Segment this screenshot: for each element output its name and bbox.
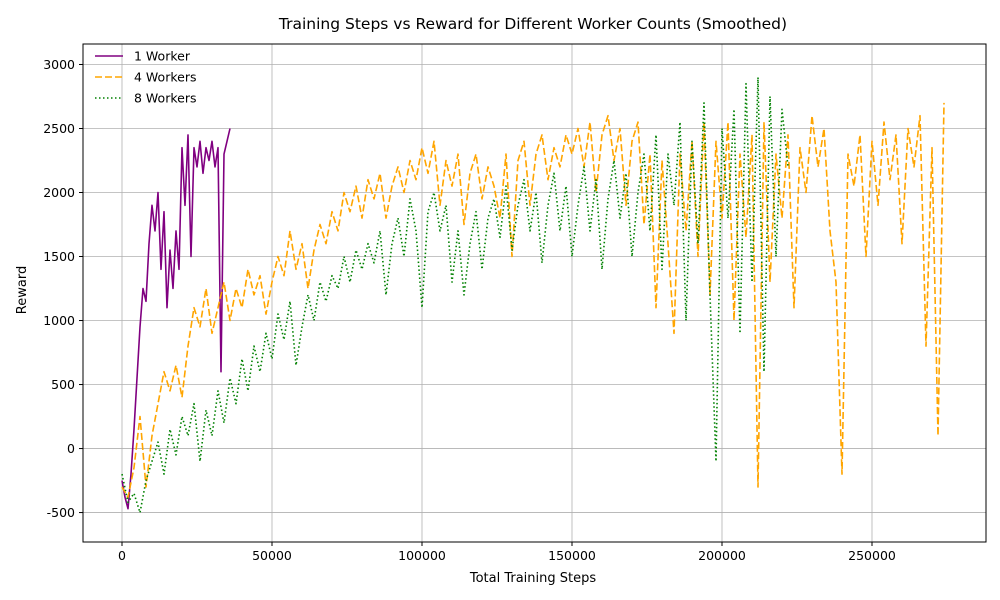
x-tick-label: 250000 — [848, 548, 896, 563]
y-tick-label: 1000 — [43, 313, 75, 328]
y-tick-label: 2000 — [43, 185, 75, 200]
x-tick-label: 200000 — [698, 548, 746, 563]
y-tick-label: 0 — [67, 441, 75, 456]
y-axis: -500 0 500 1000 1500 2000 2500 3000 — [43, 57, 83, 520]
series-group — [121, 76, 945, 514]
x-tick-label: 100000 — [398, 548, 446, 563]
chart-title: Training Steps vs Reward for Different W… — [278, 15, 787, 33]
x-axis-title: Total Training Steps — [469, 571, 597, 586]
plot-frame — [82, 43, 987, 543]
y-axis-title: Reward — [15, 266, 30, 314]
legend-label: 8 Workers — [134, 91, 196, 106]
y-tick-label: 2500 — [43, 121, 75, 136]
x-axis: 0 50000 100000 150000 200000 250000 — [118, 542, 896, 563]
legend-label: 1 Worker — [134, 49, 191, 64]
y-tick-label: -500 — [47, 505, 75, 520]
y-tick-label: 1500 — [43, 249, 75, 264]
grid — [83, 44, 986, 542]
legend-label: 4 Workers — [134, 70, 196, 85]
series-line-1 — [121, 128, 231, 510]
y-tick-label: 500 — [51, 377, 75, 392]
legend: 1 Worker 4 Workers 8 Workers — [95, 49, 196, 106]
x-tick-label: 0 — [118, 548, 126, 563]
x-tick-label: 150000 — [548, 548, 596, 563]
series-line-2 — [121, 102, 945, 498]
y-tick-label: 3000 — [43, 57, 75, 72]
series-line-3 — [121, 76, 789, 514]
x-tick-label: 50000 — [252, 548, 292, 563]
